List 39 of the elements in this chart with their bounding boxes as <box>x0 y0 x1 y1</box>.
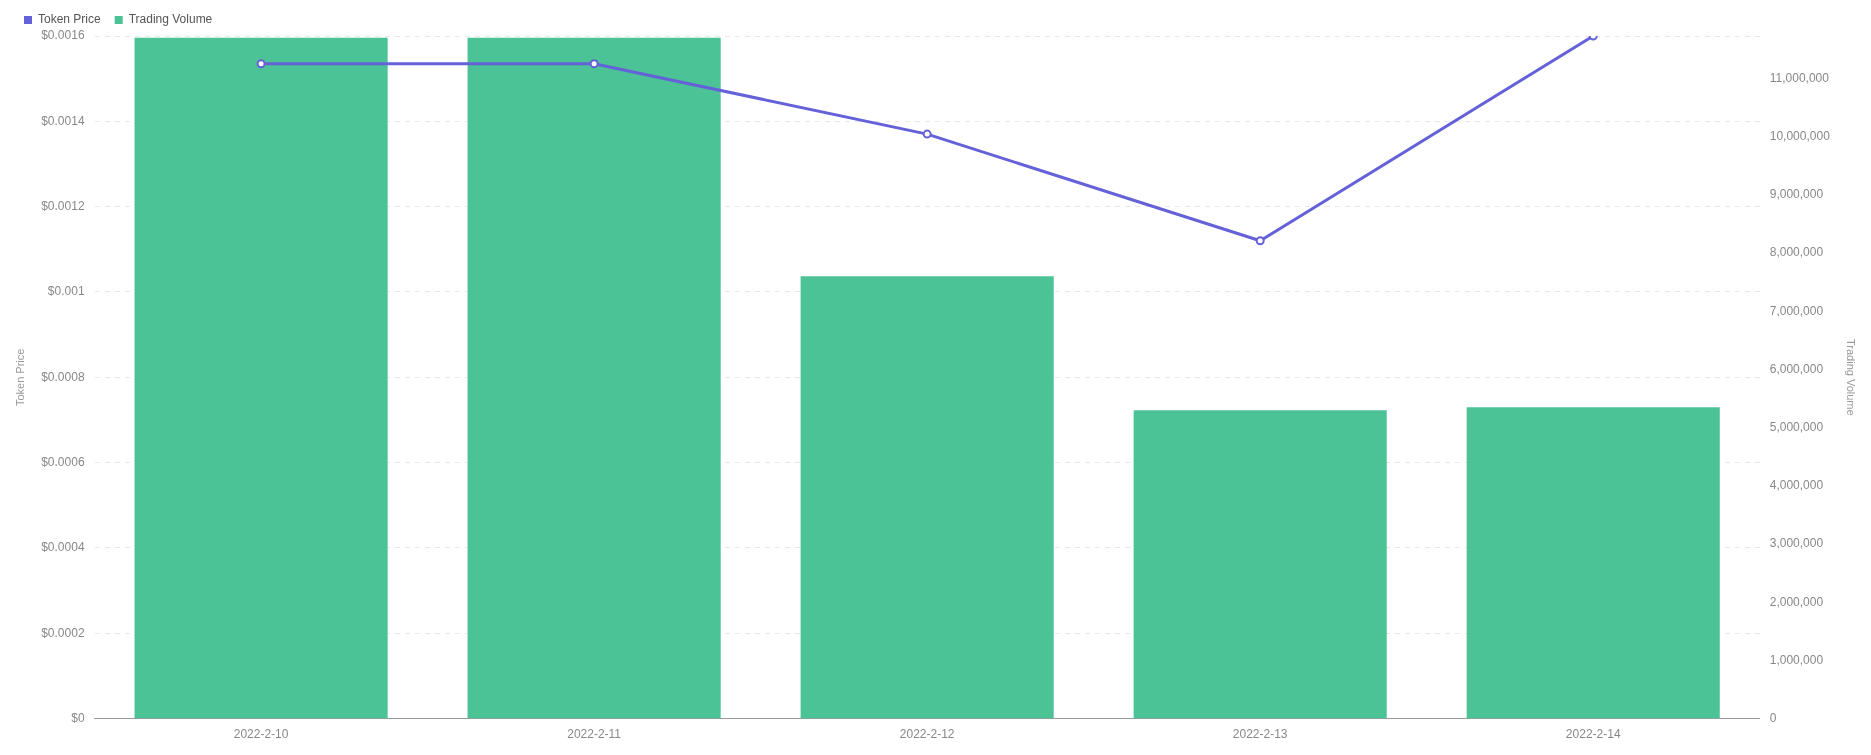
bar <box>134 37 388 719</box>
y2-tick-label: 0 <box>1769 710 1777 725</box>
point <box>256 59 266 69</box>
y-tick-label: $0.0004 <box>41 540 85 555</box>
legend-label: Trading Volume <box>128 12 213 27</box>
y2-tick-label: 7,000,000 <box>1769 303 1824 318</box>
x-tick-label: 2022-2-11 <box>567 727 622 742</box>
y-tick-label: $0.0016 <box>41 28 85 43</box>
y-tick-label: $0.001 <box>47 284 85 299</box>
y2-tick-label: 3,000,000 <box>1769 536 1824 551</box>
y2-tick-label: 5,000,000 <box>1769 419 1824 434</box>
y-tick-label: $0.0002 <box>41 625 85 640</box>
y2-tick-label: 6,000,000 <box>1769 361 1824 376</box>
y-tick-label: $0.0006 <box>41 454 85 469</box>
y2-tick-label: 9,000,000 <box>1769 187 1824 202</box>
point <box>922 129 932 139</box>
y2-tick-label: 4,000,000 <box>1769 478 1824 493</box>
bar <box>467 37 721 719</box>
y2-tick-label: 10,000,000 <box>1769 128 1831 143</box>
y-tick-label: $0.0014 <box>41 113 85 128</box>
bar <box>1133 410 1387 719</box>
y2-tick-label: 2,000,000 <box>1769 594 1824 609</box>
bar <box>1466 407 1720 719</box>
y2-axis-title: Trading Volume <box>1845 338 1858 416</box>
y-axis-title: Token Price <box>13 348 26 407</box>
x-tick-label: 2022-2-10 <box>233 727 289 742</box>
y-tick-label: $0 <box>71 710 85 725</box>
legend-label: Token Price <box>38 12 102 27</box>
x-tick-label: 2022-2-14 <box>1565 727 1621 742</box>
y2-tick-label: 1,000,000 <box>1769 652 1824 667</box>
y2-tick-label: 11,000,000 <box>1769 70 1830 85</box>
y-tick-label: $0.0008 <box>41 369 85 384</box>
point <box>1255 236 1265 246</box>
y2-tick-label: 8,000,000 <box>1769 245 1824 260</box>
x-tick-label: 2022-2-13 <box>1232 727 1288 742</box>
y-tick-label: $0.0012 <box>41 198 85 213</box>
x-tick-label: 2022-2-12 <box>899 727 955 742</box>
bar <box>800 276 1054 719</box>
point <box>589 59 599 69</box>
